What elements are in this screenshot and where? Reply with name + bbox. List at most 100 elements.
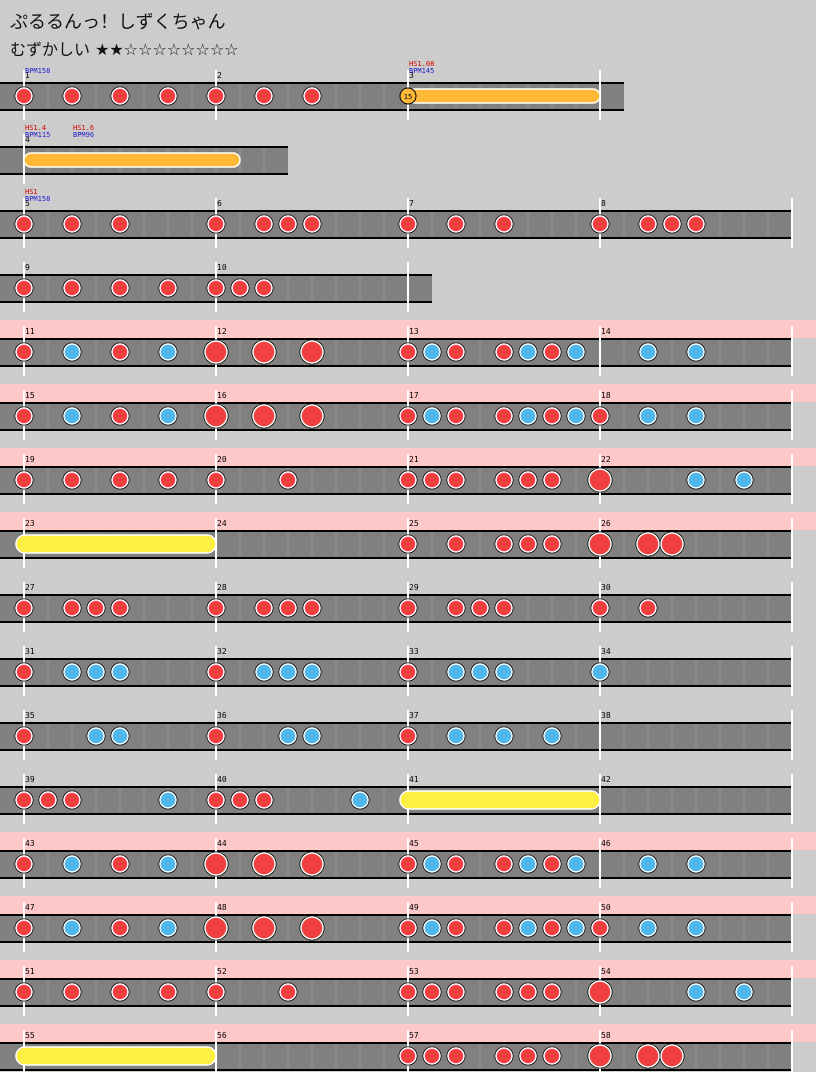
measure-number: 51: [25, 967, 35, 976]
beat-line: [239, 596, 241, 620]
beat-line: [263, 148, 265, 172]
lane-border-top: [0, 402, 792, 404]
beat-line: [311, 788, 313, 812]
don-note: [63, 599, 81, 617]
don-note: [399, 727, 417, 745]
don-note: [519, 471, 537, 489]
don-note: [447, 919, 465, 937]
big-don-note: [588, 532, 612, 556]
bpm-label: BPM96: [73, 131, 94, 139]
ka-note: [447, 727, 465, 745]
beat-line: [671, 596, 673, 620]
beat-line: [479, 916, 481, 940]
beat-line: [143, 276, 145, 300]
drumroll-bar: [23, 152, 241, 168]
big-don-note: [588, 468, 612, 492]
lane-border-top: [0, 1042, 792, 1044]
big-don-note: [300, 916, 324, 940]
big-drumroll-bar: [15, 534, 217, 554]
beat-line: [623, 532, 625, 556]
scroll-speed-label: HS1.4: [25, 124, 46, 132]
don-note: [87, 599, 105, 617]
ka-note: [519, 407, 537, 425]
don-note: [15, 471, 33, 489]
beat-line: [647, 980, 649, 1004]
lane-border-bottom: [0, 1069, 792, 1071]
measure-number: 48: [217, 903, 227, 912]
beat-line: [551, 212, 553, 236]
beat-line: [311, 980, 313, 1004]
big-don-note: [636, 532, 660, 556]
measure-number: 16: [217, 391, 227, 400]
measure-line: [791, 390, 793, 440]
don-note: [15, 599, 33, 617]
beat-line: [191, 212, 193, 236]
beat-line: [287, 916, 289, 940]
big-don-note: [252, 852, 276, 876]
beat-line: [767, 916, 769, 940]
measure-number: 31: [25, 647, 35, 656]
don-note: [495, 215, 513, 233]
don-note: [207, 215, 225, 233]
don-note: [15, 87, 33, 105]
measure-number: 7: [409, 199, 414, 208]
measure-number: 29: [409, 583, 419, 592]
lane-border-bottom: [0, 685, 792, 687]
don-note: [543, 343, 561, 361]
beat-line: [719, 724, 721, 748]
ka-note: [687, 919, 705, 937]
don-note: [399, 855, 417, 873]
beat-line: [647, 788, 649, 812]
don-note: [207, 87, 225, 105]
beat-line: [671, 468, 673, 492]
don-note: [231, 791, 249, 809]
beat-line: [263, 724, 265, 748]
beat-line: [647, 660, 649, 684]
beat-line: [527, 660, 529, 684]
measure-number: 39: [25, 775, 35, 784]
beat-line: [671, 980, 673, 1004]
don-note: [255, 87, 273, 105]
ka-note: [423, 407, 441, 425]
beat-line: [143, 660, 145, 684]
measure-number: 43: [25, 839, 35, 848]
measure-number: 46: [601, 839, 611, 848]
measure-number: 24: [217, 519, 227, 528]
beat-line: [479, 468, 481, 492]
beat-line: [623, 852, 625, 876]
beat-line: [95, 852, 97, 876]
beat-line: [239, 980, 241, 1004]
beat-line: [719, 404, 721, 428]
beat-line: [623, 1044, 625, 1068]
lane-border-bottom: [0, 941, 792, 943]
lane-border-top: [0, 850, 792, 852]
don-note: [543, 1047, 561, 1065]
measure-line: [791, 838, 793, 888]
ka-note: [543, 727, 561, 745]
ka-note: [687, 407, 705, 425]
beat-line: [767, 340, 769, 364]
beat-line: [719, 212, 721, 236]
beat-line: [383, 276, 385, 300]
don-note: [399, 1047, 417, 1065]
measure-number: 34: [601, 647, 611, 656]
don-note: [447, 1047, 465, 1065]
ka-note: [255, 663, 273, 681]
beat-line: [359, 916, 361, 940]
beat-line: [191, 596, 193, 620]
big-don-note: [204, 916, 228, 940]
measure-number: 28: [217, 583, 227, 592]
measure-line: [599, 838, 601, 888]
ka-note: [159, 407, 177, 425]
beat-line: [623, 788, 625, 812]
lane-border-bottom: [0, 429, 792, 431]
beat-line: [287, 1044, 289, 1068]
beat-line: [719, 340, 721, 364]
don-note: [159, 471, 177, 489]
beat-line: [287, 852, 289, 876]
ka-note: [639, 343, 657, 361]
lane-border-top: [0, 210, 792, 212]
measure-number: 1: [25, 71, 30, 80]
don-note: [15, 727, 33, 745]
beat-line: [767, 532, 769, 556]
